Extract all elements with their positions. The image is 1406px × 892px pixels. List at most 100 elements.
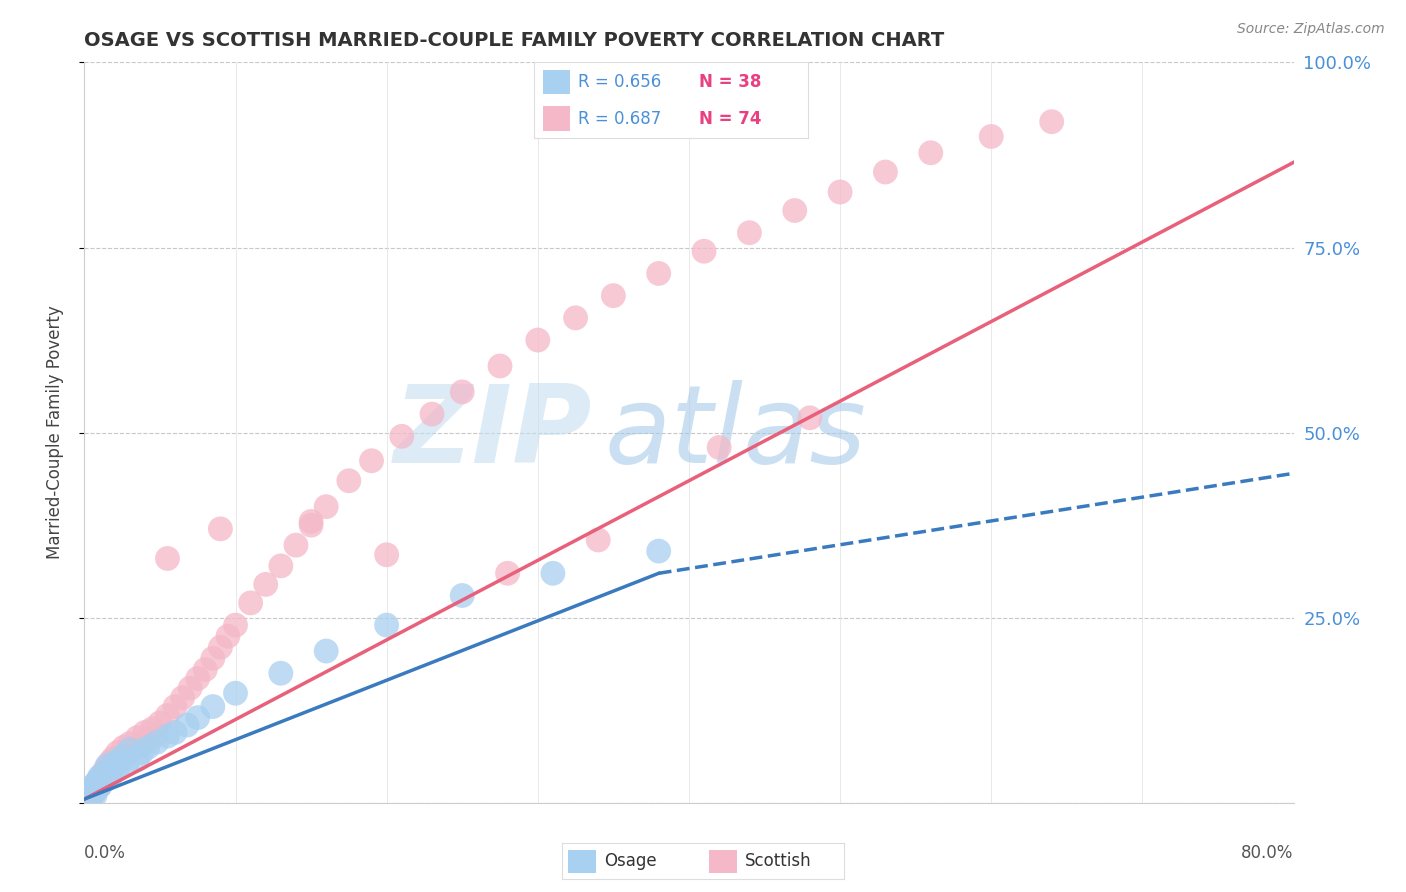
Point: [489, 359, 512, 373]
Point: [90, 770, 112, 784]
Point: [451, 384, 474, 399]
Point: [285, 538, 308, 552]
Point: [82, 787, 104, 801]
Point: [127, 731, 149, 745]
Point: [165, 699, 187, 714]
Point: [84, 777, 107, 791]
Point: [136, 732, 159, 747]
Point: [101, 751, 124, 765]
Point: [104, 755, 127, 769]
Text: Osage: Osage: [605, 852, 657, 870]
Point: [96, 760, 118, 774]
Point: [187, 672, 209, 686]
Point: [648, 267, 671, 281]
Point: [107, 746, 129, 760]
Point: [337, 474, 360, 488]
Point: [115, 757, 138, 772]
Point: [830, 185, 852, 199]
Point: [172, 690, 194, 705]
Point: [77, 789, 100, 803]
Point: [564, 310, 586, 325]
Point: [97, 767, 120, 781]
Point: [80, 787, 103, 801]
Point: [209, 522, 232, 536]
Point: [239, 596, 262, 610]
Text: N = 74: N = 74: [699, 110, 761, 128]
Point: [225, 686, 247, 700]
Point: [131, 738, 153, 752]
Bar: [709, 850, 737, 873]
Point: [104, 757, 127, 772]
Point: [648, 544, 671, 558]
Point: [79, 789, 101, 804]
Point: [375, 618, 398, 632]
Point: [89, 770, 111, 784]
Y-axis label: Married-Couple Family Poverty: Married-Couple Family Poverty: [45, 306, 63, 559]
Point: [270, 558, 292, 573]
Text: N = 38: N = 38: [699, 73, 761, 91]
Point: [693, 244, 716, 259]
Point: [315, 500, 337, 514]
Point: [179, 681, 201, 695]
Point: [89, 780, 111, 794]
Point: [156, 729, 179, 743]
Point: [86, 782, 108, 797]
Point: [86, 782, 108, 797]
Point: [87, 773, 110, 788]
Point: [738, 226, 761, 240]
Point: [1040, 114, 1063, 128]
Point: [80, 780, 103, 795]
Point: [76, 792, 98, 806]
Point: [87, 773, 110, 788]
Point: [420, 407, 443, 421]
Point: [194, 663, 217, 677]
Point: [156, 708, 179, 723]
Point: [451, 589, 474, 603]
Text: ZIP: ZIP: [394, 380, 592, 485]
Text: 0.0%: 0.0%: [84, 844, 127, 862]
Point: [254, 577, 277, 591]
Point: [149, 715, 172, 730]
Point: [146, 728, 169, 742]
Point: [299, 515, 322, 529]
Point: [225, 618, 247, 632]
Point: [391, 429, 413, 443]
Point: [156, 551, 179, 566]
Point: [136, 740, 159, 755]
Bar: [568, 850, 596, 873]
Point: [201, 651, 224, 665]
Point: [360, 454, 382, 468]
Point: [141, 722, 163, 736]
Point: [96, 772, 118, 786]
Point: [315, 644, 337, 658]
Point: [799, 410, 821, 425]
Point: [93, 764, 115, 779]
Text: Source: ZipAtlas.com: Source: ZipAtlas.com: [1237, 22, 1385, 37]
Text: OSAGE VS SCOTTISH MARRIED-COUPLE FAMILY POVERTY CORRELATION CHART: OSAGE VS SCOTTISH MARRIED-COUPLE FAMILY …: [84, 30, 945, 50]
Point: [209, 640, 232, 655]
Point: [783, 203, 806, 218]
Point: [217, 629, 239, 643]
Point: [84, 789, 107, 803]
Point: [77, 789, 100, 803]
Point: [980, 129, 1002, 144]
Point: [176, 718, 198, 732]
Point: [115, 747, 138, 762]
Point: [131, 746, 153, 760]
Point: [96, 758, 118, 772]
Point: [76, 792, 98, 806]
Point: [875, 165, 897, 179]
Point: [100, 767, 122, 781]
Point: [82, 785, 104, 799]
Point: [121, 742, 143, 756]
Point: [100, 763, 122, 777]
Point: [89, 780, 111, 794]
Point: [94, 772, 117, 786]
Point: [588, 533, 610, 547]
Point: [201, 699, 224, 714]
Point: [496, 566, 519, 581]
Point: [165, 725, 187, 739]
Point: [98, 755, 121, 769]
Point: [541, 566, 564, 581]
Point: [118, 742, 141, 756]
